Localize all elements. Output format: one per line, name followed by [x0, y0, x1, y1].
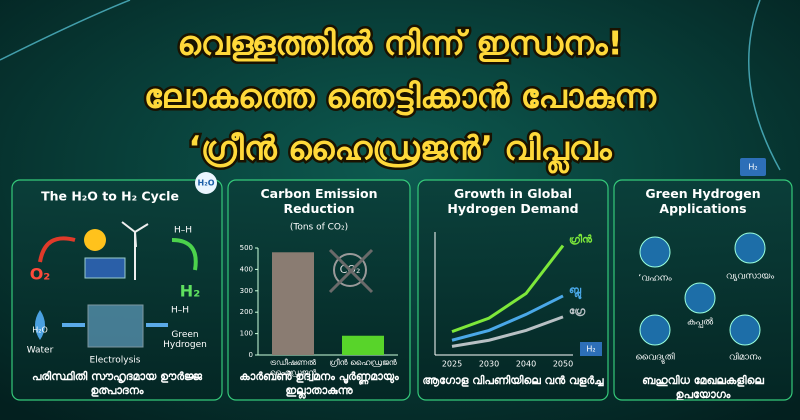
- x-label-wrap: ഗ്രീൻ ഹൈഡ്രജൻ: [329, 358, 397, 367]
- molecule: H–H: [174, 226, 192, 236]
- label: Electrolysis: [90, 356, 141, 366]
- panel-title: Growth in Global Hydrogen Demand: [447, 186, 579, 216]
- y-tick-label: 400: [240, 265, 253, 273]
- headline: ലോകത്തെ ഞെട്ടിക്കാൻ പോകുന്ന: [144, 77, 657, 116]
- badge-text: H₂O: [198, 179, 215, 188]
- headline: വെള്ളത്തിൽ നിന്ന് ഇന്ധനം!: [177, 24, 622, 63]
- caption-wrap: കാർബൺ ഉദ്വമനം പൂർണ്ണമായും ഇല്ലാതാകുന്നു: [239, 370, 399, 397]
- y-tick-label: 200: [240, 308, 253, 316]
- x-tick-label: ഗ്രീൻ ഹൈഡ്രജൻ: [329, 358, 397, 367]
- x-label-wrap: ട്രഡീഷണൽ ഹൈഡ്രജൻ: [269, 358, 317, 377]
- y-tick-label: 100: [240, 330, 253, 338]
- panel-title: Carbon Emission Reduction: [260, 186, 378, 216]
- caption: ബഹുവിധ മേഖലകളിലെ ഉപയോഗം: [642, 374, 764, 400]
- x-tick-label: 2030: [479, 360, 499, 369]
- truck: [580, 342, 602, 356]
- icon: [734, 232, 766, 264]
- label-wrap: Green Hydrogen: [163, 330, 207, 350]
- x-tick-label: 2050: [553, 360, 573, 369]
- bar: [272, 252, 314, 355]
- cross: [328, 248, 374, 294]
- caption-wrap: ആഗോള വിപണിയിലെ വൻ വളർച്ച: [422, 374, 604, 387]
- subtitle: (Tons of CO₂): [290, 223, 348, 233]
- bar: [342, 335, 384, 355]
- line: [451, 244, 565, 334]
- wind-turbine: [121, 221, 149, 248]
- y-tick-label: 300: [240, 287, 253, 295]
- app-label: വൈദ്യുതി: [635, 352, 674, 365]
- app-label: ‘വഹനം: [638, 274, 671, 284]
- solar-panel: [84, 257, 126, 279]
- electrolysis-tank: [87, 304, 144, 348]
- headline: ‘ഗ്രീൻ ഹൈഡ്രജൻ’ വിപ്ലവം: [188, 129, 612, 174]
- lightning: [0, 0, 781, 171]
- caption-wrap: ബഹുവിധ മേഖലകളിലെ ഉപയോഗം: [642, 374, 764, 400]
- truck: [740, 158, 766, 176]
- x-tick-label: ട്രഡീഷണൽ ഹൈഡ്രജൻ: [269, 358, 317, 377]
- o2-label: O₂: [30, 265, 51, 284]
- title-wrap: Green Hydrogen Applications: [645, 186, 761, 216]
- legend-label: ഗ്രേ: [569, 306, 586, 317]
- icon: [639, 314, 671, 346]
- icon: [729, 314, 761, 346]
- label: Green Hydrogen: [163, 330, 207, 350]
- y-tick-label: 500: [240, 244, 253, 252]
- arrow: [38, 236, 76, 263]
- x-tick-label: 2025: [442, 360, 462, 369]
- app-label: വ്യവസായം: [726, 272, 774, 282]
- caption: പരിസ്ഥിതി സൗഹൃദമായ ഊർജ്ജ ഉത്പാദനം: [31, 370, 203, 397]
- truck-text: H₂: [586, 345, 595, 354]
- caption-wrap: പരിസ്ഥിതി സൗഹൃദമായ ഊർജ്ജ ഉത്പാദനം: [31, 370, 203, 397]
- app-label: വിമാനം: [729, 352, 761, 363]
- legend-label: ഗ്രീൻ: [569, 233, 593, 246]
- icon: [684, 282, 716, 314]
- panel-title: Green Hydrogen Applications: [645, 186, 761, 216]
- water-drop: [35, 310, 45, 340]
- co2-icon: [333, 253, 367, 287]
- y-tick-label: 0: [249, 351, 253, 359]
- water-drop-text: H₂O: [32, 326, 48, 335]
- icon: [639, 236, 671, 268]
- sun: [84, 229, 106, 251]
- caption: ആഗോള വിപണിയിലെ വൻ വളർച്ച: [422, 374, 604, 387]
- h2-label: H₂: [180, 282, 200, 301]
- app-label: കപ്പൽ: [687, 318, 714, 328]
- molecule: H–H: [171, 306, 189, 316]
- x-tick-label: 2040: [516, 360, 536, 369]
- label: Water: [27, 346, 54, 356]
- truck-text: H₂: [748, 163, 757, 172]
- title-wrap: Growth in Global Hydrogen Demand: [447, 186, 579, 216]
- panel-title: The H₂O to H₂ Cycle: [41, 189, 179, 204]
- panel: [11, 179, 223, 401]
- title-wrap: Carbon Emission Reduction: [260, 186, 378, 216]
- caption: കാർബൺ ഉദ്വമനം പൂർണ്ണമായും ഇല്ലാതാകുന്നു: [239, 370, 399, 397]
- arrow: [171, 238, 198, 271]
- badge: [195, 172, 217, 194]
- app-icons: [639, 232, 766, 346]
- line: [451, 294, 564, 342]
- line: [451, 315, 564, 348]
